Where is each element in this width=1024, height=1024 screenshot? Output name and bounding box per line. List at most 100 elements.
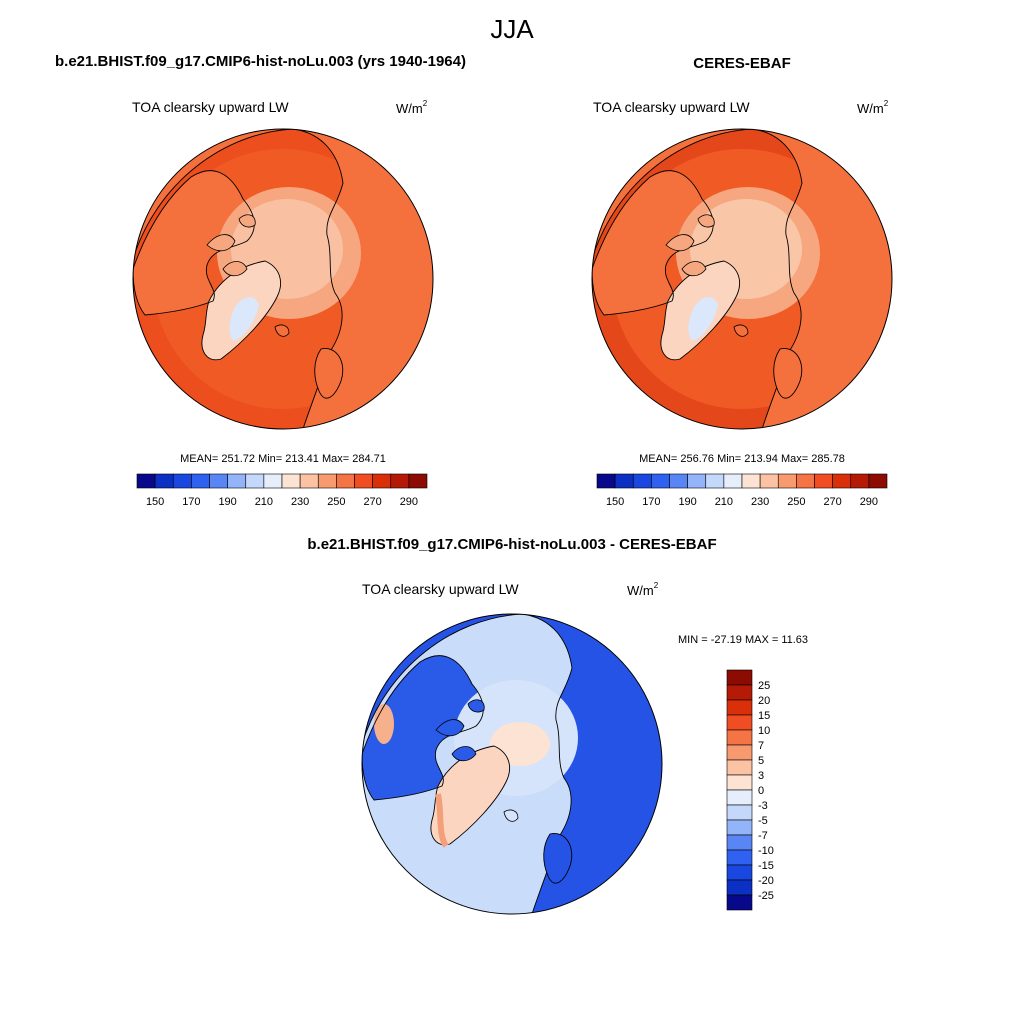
model-colorbar-swatch xyxy=(154,473,174,489)
obs-eurasia-land xyxy=(592,129,892,429)
obs-colorbar-swatch xyxy=(723,473,743,489)
diff-colorbar-swatch xyxy=(726,894,753,911)
diff-colorbar-swatch xyxy=(726,744,753,761)
model-colorbar: 150 170 190 210 230 250 270 290 xyxy=(136,473,428,508)
model-colorbar-swatch xyxy=(390,473,410,489)
diff-map xyxy=(362,614,662,914)
obs-colorbar-swatch xyxy=(614,473,634,489)
diff-colorbar-swatch xyxy=(726,819,753,836)
obs-colorbar-swatch xyxy=(796,473,815,489)
diff-variable-label: TOA clearsky upward LW xyxy=(362,581,519,597)
diff-colorbar: 25 20 15 10 7 5 3 0 -3 -5 -7 -10 -15 -20 -25 xyxy=(726,669,774,911)
model-colorbar-swatch xyxy=(191,473,210,489)
obs-colorbar: 150 170 190 210 230 250 270 290 xyxy=(596,473,888,508)
model-colorbar-swatch xyxy=(172,473,192,489)
diff-colorbar-swatch xyxy=(726,789,753,806)
obs-colorbar-swatch xyxy=(777,473,797,489)
obs-colorbar-tick-label: 150 xyxy=(606,496,624,508)
model-map xyxy=(133,129,433,429)
model-colorbar-tick-label: 150 xyxy=(146,496,164,508)
obs-variable-label: TOA clearsky upward LW xyxy=(593,99,750,115)
diff-colorbar-swatch xyxy=(726,714,753,731)
obs-colorbar-swatch xyxy=(705,473,725,489)
model-colorbar-swatch xyxy=(408,473,428,489)
model-colorbar-swatch xyxy=(281,473,301,489)
obs-greenland-summit xyxy=(688,296,718,341)
model-archipelago-coast xyxy=(206,214,256,277)
diff-greenland-bias xyxy=(430,745,510,846)
obs-colorbar-swatch xyxy=(632,473,652,489)
obs-scandinavia-coast xyxy=(773,348,803,399)
model-colorbar-swatch xyxy=(372,473,392,489)
diff-colorbar-tick-label: 7 xyxy=(758,740,764,752)
model-colorbar-swatch xyxy=(317,473,337,489)
model-units-label: W/m2 xyxy=(396,99,428,116)
obs-colorbar-swatch xyxy=(669,473,688,489)
obs-map xyxy=(592,129,892,429)
model-map-border xyxy=(132,128,434,430)
diff-scandinavia-coast xyxy=(543,833,573,884)
model-greenland-summit xyxy=(229,296,259,341)
model-colorbar-tick-label: 190 xyxy=(218,496,236,508)
model-panel-title: b.e21.BHIST.f09_g17.CMIP6-hist-noLu.003 … xyxy=(55,53,466,70)
diff-colorbar-tick-label: -5 xyxy=(758,815,768,827)
diff-northamerica-bias xyxy=(362,655,484,800)
diff-colorbar-tick-label: -20 xyxy=(758,875,774,887)
diff-colorbar-tick-label: -25 xyxy=(758,890,774,902)
obs-colorbar-tick-label: 210 xyxy=(715,496,733,508)
model-colorbar-tick-label: 270 xyxy=(363,496,381,508)
page-title: JJA xyxy=(490,14,534,44)
model-colorbar-swatch xyxy=(245,473,265,489)
obs-northamerica-coast xyxy=(592,170,714,316)
diff-greenland-coast-bias xyxy=(435,793,449,848)
obs-colorbar-tick-label: 250 xyxy=(787,496,805,508)
diff-colorbar-tick-label: 15 xyxy=(758,710,770,722)
model-colorbar-swatch xyxy=(136,473,156,489)
obs-colorbar-tick-label: 230 xyxy=(751,496,769,508)
diff-northamerica-coast xyxy=(362,655,484,801)
model-colorbar-tick-label: 170 xyxy=(182,496,200,508)
diff-colorbar-swatch xyxy=(726,699,753,716)
diff-colorbar-tick-label: 10 xyxy=(758,725,770,737)
diff-colorbar-swatch xyxy=(726,879,753,896)
diff-colorbar-swatch xyxy=(726,864,753,881)
obs-colorbar-swatch xyxy=(850,473,870,489)
diff-colorbar-swatch xyxy=(726,669,753,686)
obs-colorbar-swatch xyxy=(741,473,761,489)
diff-map-border xyxy=(361,613,663,915)
diff-panel-title: b.e21.BHIST.f09_g17.CMIP6-hist-noLu.003 … xyxy=(307,536,717,553)
diff-colorbar-swatch xyxy=(726,684,753,701)
diff-colorbar-tick-label: 5 xyxy=(758,755,764,767)
diff-stats: MIN = -27.19 MAX = 11.63 xyxy=(678,634,809,646)
obs-units-label: W/m2 xyxy=(857,99,889,116)
model-scandinavia-coast xyxy=(314,348,344,399)
obs-colorbar-tick-label: 190 xyxy=(678,496,696,508)
model-colorbar-swatch xyxy=(354,473,373,489)
model-colorbar-swatch xyxy=(263,473,283,489)
model-northamerica-land xyxy=(133,170,255,316)
diff-colorbar-swatch xyxy=(726,759,753,776)
diff-colorbar-swatch xyxy=(726,849,753,866)
obs-colorbar-swatch xyxy=(687,473,707,489)
obs-archipelago-coast xyxy=(665,214,715,277)
model-northamerica-coast xyxy=(133,170,255,316)
obs-colorbar-tick-label: 170 xyxy=(642,496,660,508)
model-colorbar-tick-label: 210 xyxy=(255,496,273,508)
diff-pacific-positive-bias xyxy=(374,704,394,744)
model-eurasia-land xyxy=(133,129,433,429)
diff-eurasia-bias xyxy=(362,614,662,914)
model-colorbar-swatch xyxy=(299,473,319,489)
diff-colorbar-tick-label: -7 xyxy=(758,830,768,842)
diff-colorbar-swatch xyxy=(726,834,753,851)
diff-archipelago-coast xyxy=(435,699,485,762)
model-variable-label: TOA clearsky upward LW xyxy=(132,99,289,115)
model-colorbar-tick-label: 290 xyxy=(400,496,418,508)
diff-iceland-coast xyxy=(503,809,519,822)
obs-colorbar-tick-label: 290 xyxy=(860,496,878,508)
obs-iceland-coast xyxy=(733,324,749,337)
diff-colorbar-tick-label: -15 xyxy=(758,860,774,872)
model-colorbar-swatch xyxy=(336,473,355,489)
obs-colorbar-swatch xyxy=(814,473,833,489)
diff-colorbar-tick-label: -3 xyxy=(758,800,768,812)
